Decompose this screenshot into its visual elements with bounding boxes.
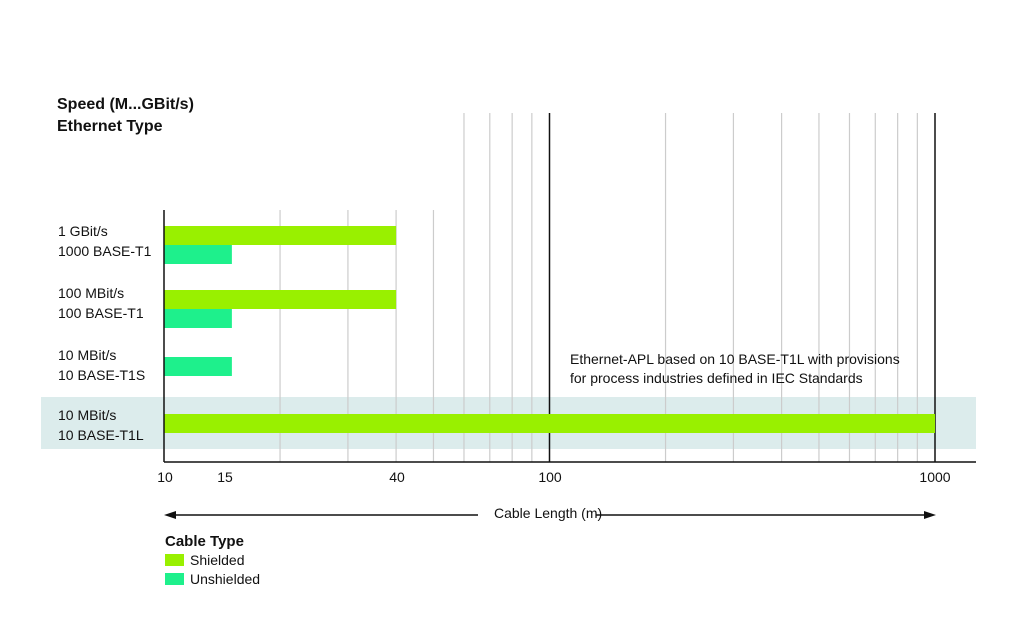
category-speed: 10 MBit/s <box>58 407 117 423</box>
annotation-line-2: for process industries defined in IEC St… <box>570 370 863 386</box>
category-type: 10 BASE-T1S <box>58 367 146 383</box>
bar-shielded <box>164 226 397 245</box>
bar-unshielded <box>164 245 232 264</box>
legend-item-shielded: Shielded <box>165 552 245 568</box>
legend-label-unshielded: Unshielded <box>190 571 261 587</box>
bars <box>164 226 935 433</box>
annotation: Ethernet-APL based on 10 BASE-T1L with p… <box>570 350 930 388</box>
x-tick-label-10: 10 <box>157 469 173 485</box>
category-label-3: 10 MBit/s 10 BASE-T1S <box>58 345 145 385</box>
category-type: 10 BASE-T1L <box>58 427 144 443</box>
annotation-line-1: Ethernet-APL based on 10 BASE-T1L with p… <box>570 351 900 367</box>
bar-unshielded <box>164 357 232 376</box>
legend-title: Cable Type <box>165 533 244 550</box>
arrow-right-head <box>924 511 936 519</box>
grid <box>279 113 936 462</box>
legend-swatch-shielded <box>165 554 184 566</box>
bar-shielded <box>164 290 397 309</box>
x-tick-label-100: 100 <box>538 469 562 485</box>
legend-item-unshielded: Unshielded <box>165 571 260 587</box>
cable-length-arrows <box>164 511 936 519</box>
bar-shielded <box>164 414 935 433</box>
y-title-line-1: Speed (M...GBit/s) <box>57 96 194 113</box>
x-tick-label-40: 40 <box>389 469 405 485</box>
category-label-2: 100 MBit/s 100 BASE-T1 <box>58 283 144 323</box>
legend-label-shielded: Shielded <box>190 552 245 568</box>
x-tick-label-15: 15 <box>217 469 233 485</box>
x-axis-label: Cable Length (m) <box>494 505 603 521</box>
category-speed: 100 MBit/s <box>58 285 125 301</box>
y-title-line-2: Ethernet Type <box>57 118 163 135</box>
category-type: 1000 BASE-T1 <box>58 243 152 259</box>
category-type: 100 BASE-T1 <box>58 305 144 321</box>
category-label-4: 10 MBit/s 10 BASE-T1L <box>58 405 144 445</box>
arrow-left-head <box>164 511 176 519</box>
category-speed: 1 GBit/s <box>58 223 108 239</box>
x-tick-label-1000: 1000 <box>919 469 951 485</box>
category-speed: 10 MBit/s <box>58 347 117 363</box>
category-label-1: 1 GBit/s 1000 BASE-T1 <box>58 221 151 261</box>
legend-swatch-unshielded <box>165 573 184 585</box>
bar-unshielded <box>164 309 232 328</box>
